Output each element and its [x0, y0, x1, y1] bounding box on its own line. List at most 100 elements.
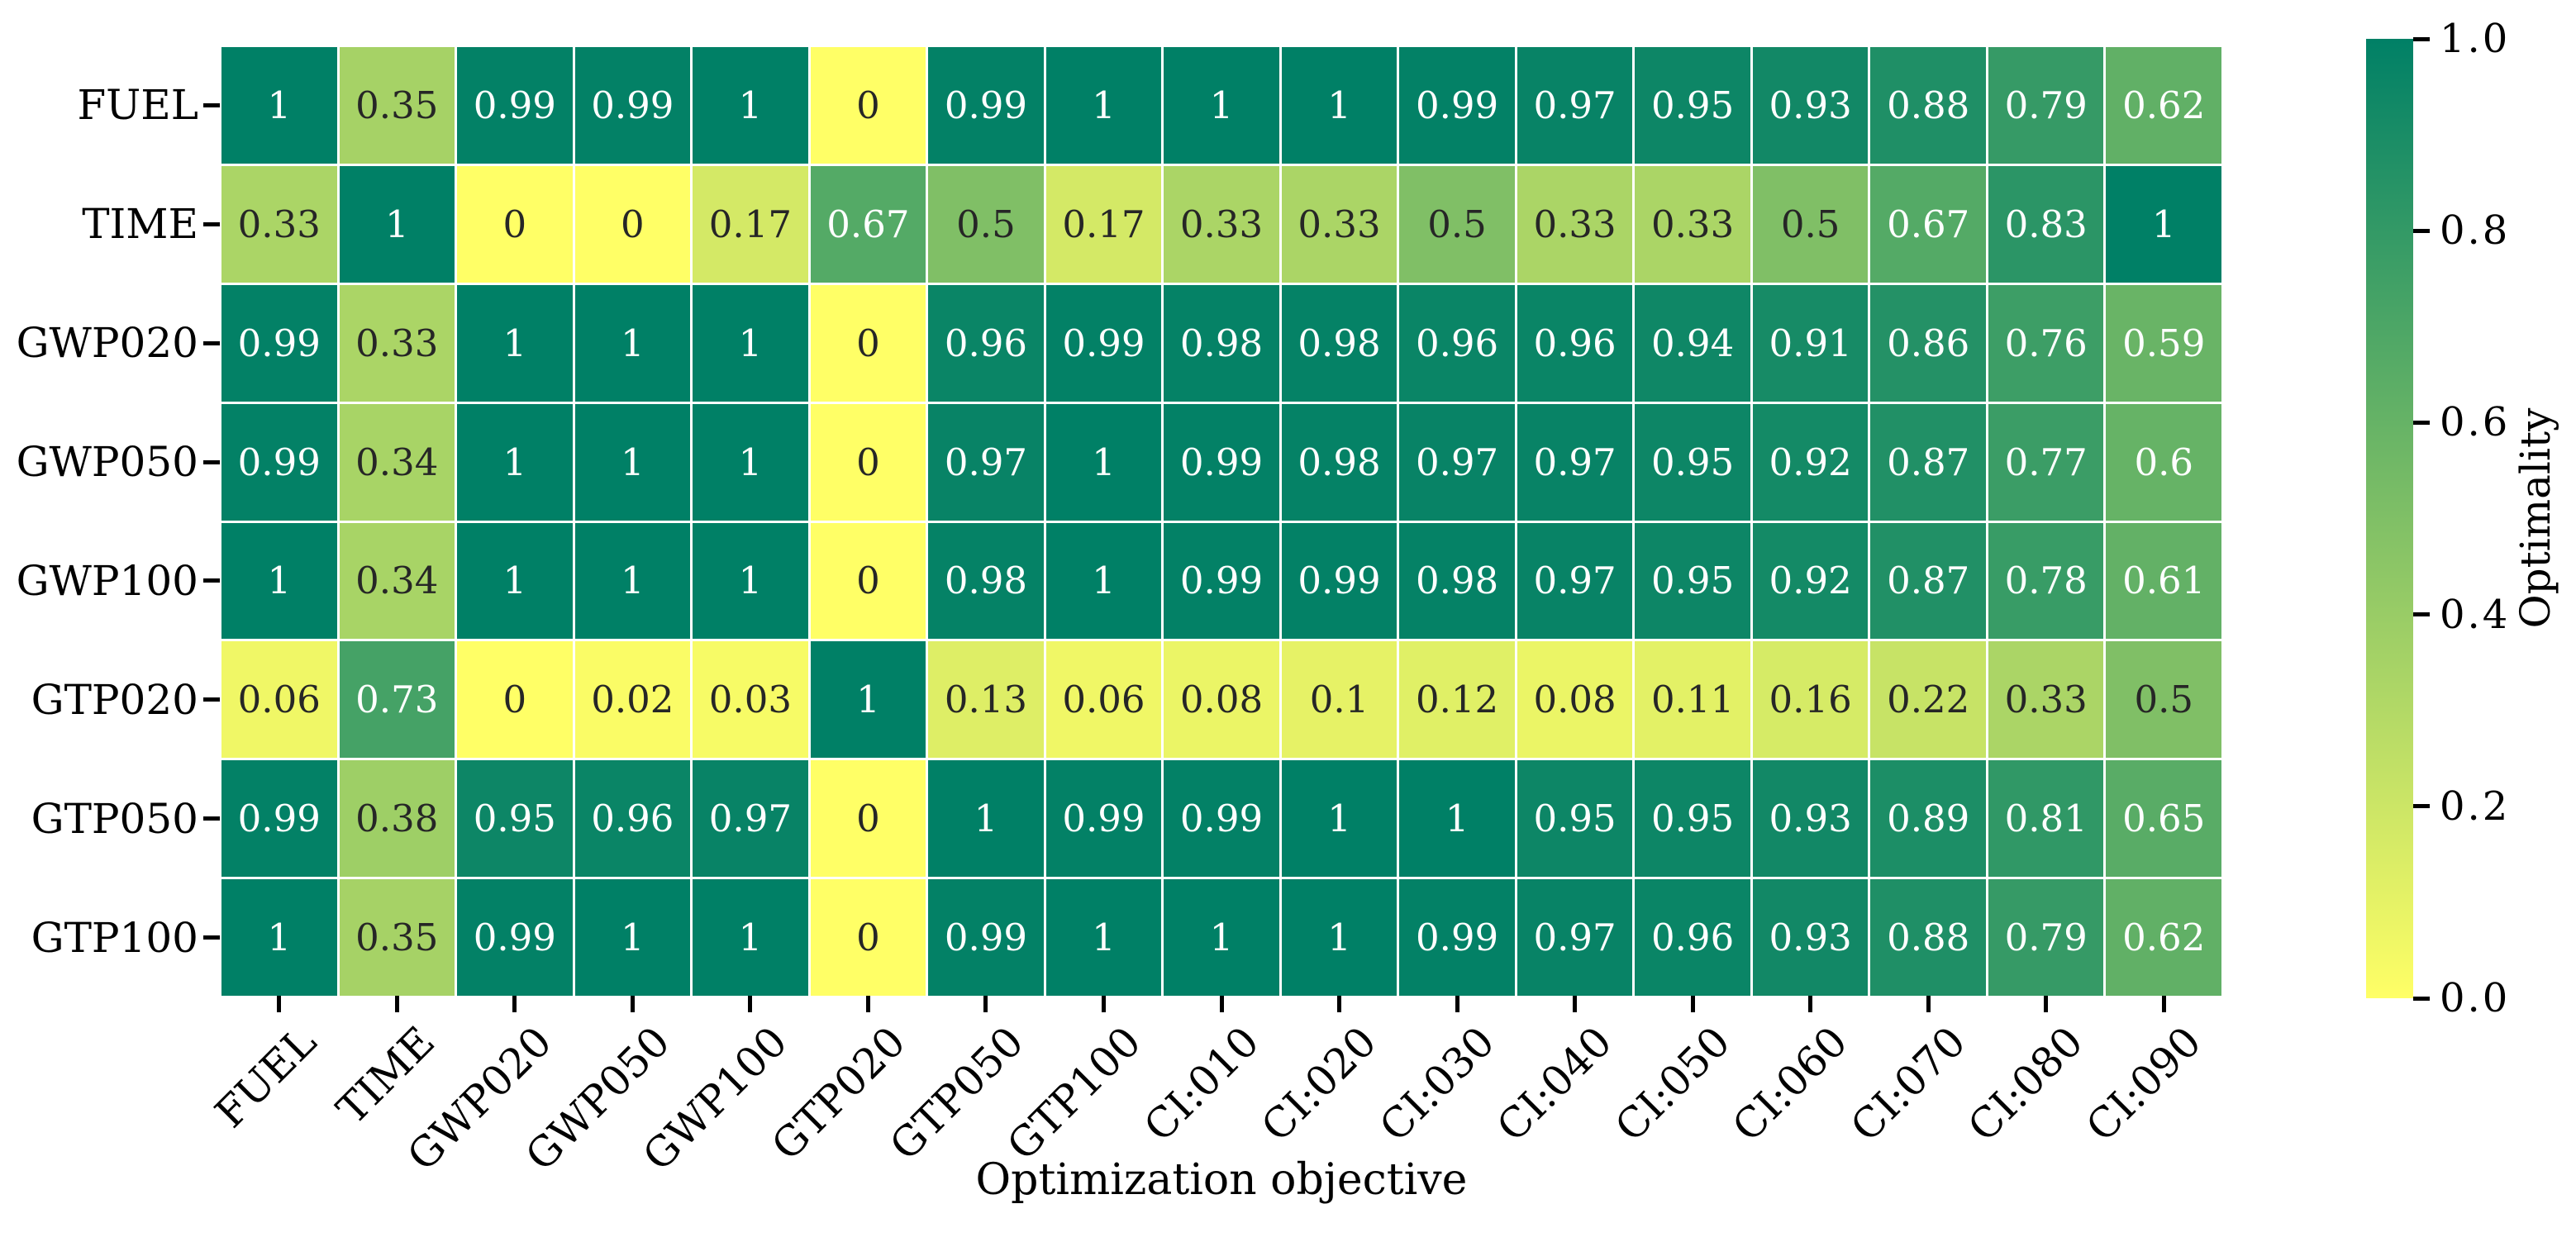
heatmap-cell-value: 0.81	[2004, 797, 2088, 841]
heatmap-cell-value: 1	[1092, 83, 1116, 127]
heatmap-cell-value: 0.97	[1533, 559, 1617, 603]
heatmap-cell: 1	[339, 165, 455, 283]
heatmap-cell: 0.93	[1752, 47, 1869, 164]
heatmap-cell-value: 0	[856, 440, 880, 484]
heatmap-cell: 0.17	[1045, 165, 1162, 283]
heatmap-cell: 1	[457, 403, 573, 521]
heatmap-cell-value: 0.93	[1769, 797, 1852, 841]
heatmap-cell-value: 0.33	[1298, 202, 1381, 246]
x-tick-mark	[1926, 996, 1931, 1012]
heatmap-cell-value: 0.76	[2004, 321, 2088, 365]
heatmap-cell-value: 0.93	[1769, 83, 1852, 127]
heatmap-cell-value: 0.59	[2122, 321, 2206, 365]
heatmap-cell: 0.99	[928, 47, 1044, 164]
heatmap-cell: 0.97	[1517, 403, 1633, 521]
heatmap-cell: 0.99	[221, 284, 337, 402]
heatmap-cell: 0.73	[339, 641, 455, 759]
heatmap-cell: 1	[810, 641, 926, 759]
heatmap-cell-value: 0	[502, 202, 527, 246]
x-tick-label: CI:020	[1252, 1017, 1386, 1151]
heatmap-cell: 0.95	[1517, 760, 1633, 878]
heatmap-cell: 0.5	[2106, 641, 2221, 759]
colorbar-tick-mark	[2413, 420, 2430, 425]
heatmap-cell-value: 0.98	[1415, 559, 1499, 603]
heatmap-cell-value: 0.93	[1769, 916, 1852, 960]
heatmap-cell-value: 0.97	[1533, 916, 1617, 960]
heatmap-cell-value: 1	[267, 83, 292, 127]
heatmap-cell: 0.92	[1752, 522, 1869, 640]
heatmap-cell-value: 1	[621, 559, 645, 603]
heatmap-cell: 0.38	[339, 760, 455, 878]
heatmap-cell-value: 1	[738, 559, 763, 603]
heatmap-cell-value: 0.97	[1533, 440, 1617, 484]
heatmap-cell-value: 0.97	[1533, 83, 1617, 127]
heatmap-cell: 0.91	[1752, 284, 1869, 402]
heatmap-cell-value: 1	[621, 321, 645, 365]
heatmap-cell-value: 1	[738, 440, 763, 484]
heatmap-cell: 0	[810, 760, 926, 878]
heatmap-cell-value: 0.96	[1415, 321, 1499, 365]
heatmap-cell: 0.94	[1635, 284, 1750, 402]
heatmap-cell-value: 0.33	[1179, 202, 1264, 246]
colorbar-tick-mark	[2413, 996, 2430, 1001]
heatmap-cell-value: 0.13	[944, 678, 1028, 722]
heatmap-cell: 0.97	[928, 403, 1044, 521]
heatmap-cell-value: 0.38	[355, 797, 439, 841]
heatmap-cell: 0.99	[221, 403, 337, 521]
x-tick-mark	[2161, 996, 2166, 1012]
x-tick-mark	[1808, 996, 1813, 1012]
heatmap-cell-value: 0.99	[1415, 916, 1499, 960]
heatmap-cell: 0.99	[1045, 284, 1162, 402]
heatmap-cell: 0.79	[1988, 47, 2104, 164]
heatmap-cell-value: 0.03	[708, 678, 792, 722]
heatmap-cell: 0	[810, 284, 926, 402]
x-tick-label: CI:080	[1959, 1017, 2093, 1151]
heatmap-cell: 1	[221, 522, 337, 640]
heatmap-cell-value: 0.33	[1533, 202, 1617, 246]
heatmap-cell: 0.5	[1399, 165, 1515, 283]
heatmap-cell: 1	[457, 284, 573, 402]
x-tick-label: CI:090	[2077, 1017, 2211, 1151]
x-tick-mark	[277, 996, 282, 1012]
heatmap-cell: 0.96	[928, 284, 1044, 402]
y-tick-mark	[203, 221, 220, 226]
heatmap-cell: 0.99	[1045, 760, 1162, 878]
heatmap-cell: 0.99	[1164, 522, 1279, 640]
heatmap-cell: 1	[1045, 403, 1162, 521]
heatmap-cell-value: 0.92	[1769, 440, 1852, 484]
heatmap-cell: 0	[457, 165, 573, 283]
x-tick-label: CI:010	[1134, 1017, 1269, 1151]
heatmap-cell: 0.13	[928, 641, 1044, 759]
heatmap-cell-value: 0.5	[1427, 202, 1487, 246]
heatmap-cell: 0.77	[1988, 403, 2104, 521]
y-tick-label: GWP100	[16, 556, 198, 605]
heatmap-cell: 0.99	[574, 47, 691, 164]
heatmap-cell: 1	[1045, 522, 1162, 640]
heatmap-cell-value: 0.99	[591, 83, 674, 127]
heatmap-cell: 0.98	[1281, 403, 1398, 521]
x-tick-mark	[630, 996, 635, 1012]
colorbar-label: Optimality	[2512, 407, 2559, 629]
heatmap-cell-value: 0.67	[1887, 202, 1970, 246]
heatmap-cell-value: 1	[1092, 440, 1116, 484]
heatmap-cell-value: 0.88	[1887, 916, 1970, 960]
x-axis-title: Optimization objective	[975, 1155, 1468, 1205]
heatmap-cell-value: 1	[1327, 83, 1351, 127]
heatmap-cell-value: 0.99	[1062, 321, 1145, 365]
heatmap-cell: 0.65	[2106, 760, 2221, 878]
heatmap-cell: 0.11	[1635, 641, 1750, 759]
heatmap-cell-value: 0.95	[1651, 440, 1735, 484]
heatmap-cell: 0.17	[693, 165, 808, 283]
heatmap-cell: 0.03	[693, 641, 808, 759]
heatmap-cell: 0.95	[457, 760, 573, 878]
colorbar-tick-mark	[2413, 36, 2430, 41]
y-tick-label: GWP020	[16, 319, 198, 368]
heatmap-cell-value: 0.33	[1651, 202, 1735, 246]
heatmap-cell: 1	[221, 879, 337, 996]
heatmap-cell-value: 0.5	[1780, 202, 1840, 246]
heatmap-cell-value: 0.95	[1533, 797, 1617, 841]
heatmap-cell-value: 0.95	[1651, 83, 1735, 127]
heatmap-cell: 0.99	[1399, 879, 1515, 996]
heatmap-cell: 0.99	[1399, 47, 1515, 164]
